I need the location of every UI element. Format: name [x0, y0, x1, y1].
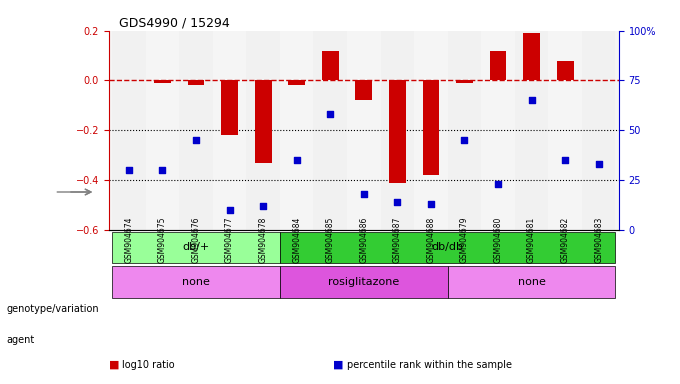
Point: [190, 137, 201, 143]
Bar: [447, 31, 481, 230]
Text: GSM904685: GSM904685: [326, 217, 335, 263]
Point: [492, 181, 503, 187]
Point: [459, 137, 470, 143]
Bar: [313, 31, 347, 230]
Text: GSM904676: GSM904676: [192, 217, 201, 263]
Bar: [356, 81, 372, 100]
Text: none: none: [182, 277, 210, 287]
Bar: [557, 61, 573, 81]
Text: GSM904677: GSM904677: [225, 217, 234, 263]
Text: none: none: [517, 277, 545, 287]
Text: genotype/variation: genotype/variation: [7, 304, 99, 314]
Point: [560, 157, 571, 163]
Point: [325, 111, 336, 118]
Bar: [381, 31, 414, 230]
Bar: [154, 81, 171, 83]
Bar: [213, 31, 246, 230]
FancyBboxPatch shape: [280, 266, 447, 298]
FancyBboxPatch shape: [447, 266, 615, 298]
Text: GSM904688: GSM904688: [426, 217, 435, 263]
Bar: [180, 31, 213, 230]
Point: [124, 167, 135, 173]
Text: GSM904675: GSM904675: [158, 217, 167, 263]
Point: [526, 97, 537, 103]
FancyBboxPatch shape: [112, 232, 280, 263]
Point: [392, 199, 403, 205]
Text: GSM904682: GSM904682: [560, 217, 570, 263]
Bar: [322, 51, 339, 81]
Bar: [515, 31, 548, 230]
Bar: [582, 31, 615, 230]
Bar: [456, 81, 473, 83]
Text: agent: agent: [7, 335, 35, 345]
Bar: [523, 33, 540, 81]
Text: ■: ■: [109, 360, 119, 370]
Point: [593, 161, 604, 167]
Bar: [112, 31, 146, 230]
Text: GSM904674: GSM904674: [124, 217, 133, 263]
Point: [157, 167, 168, 173]
Bar: [389, 81, 406, 182]
Text: GSM904684: GSM904684: [292, 217, 301, 263]
Text: GDS4990 / 15294: GDS4990 / 15294: [119, 17, 230, 30]
Text: GSM904678: GSM904678: [258, 217, 268, 263]
Bar: [246, 31, 280, 230]
Bar: [188, 81, 205, 86]
Text: rosiglitazone: rosiglitazone: [328, 277, 399, 287]
Point: [224, 207, 235, 213]
Bar: [481, 31, 515, 230]
Bar: [255, 81, 271, 163]
Text: GSM904687: GSM904687: [393, 217, 402, 263]
Text: GSM904686: GSM904686: [359, 217, 369, 263]
Point: [258, 203, 269, 209]
Bar: [548, 31, 582, 230]
Bar: [414, 31, 447, 230]
FancyBboxPatch shape: [280, 232, 615, 263]
Text: ■: ■: [333, 360, 343, 370]
Text: db/db: db/db: [432, 242, 464, 252]
Bar: [347, 31, 381, 230]
Text: GSM904681: GSM904681: [527, 217, 536, 263]
Bar: [490, 51, 507, 81]
Text: GSM904679: GSM904679: [460, 217, 469, 263]
Point: [291, 157, 302, 163]
Point: [426, 201, 437, 207]
Text: GSM904680: GSM904680: [494, 217, 503, 263]
Bar: [422, 81, 439, 175]
Bar: [146, 31, 180, 230]
Text: percentile rank within the sample: percentile rank within the sample: [347, 360, 512, 370]
Text: db/+: db/+: [182, 242, 209, 252]
Bar: [280, 31, 313, 230]
Text: log10 ratio: log10 ratio: [122, 360, 175, 370]
Text: GSM904683: GSM904683: [594, 217, 603, 263]
Point: [358, 191, 369, 197]
Bar: [221, 81, 238, 135]
FancyBboxPatch shape: [112, 266, 280, 298]
Bar: [288, 81, 305, 86]
